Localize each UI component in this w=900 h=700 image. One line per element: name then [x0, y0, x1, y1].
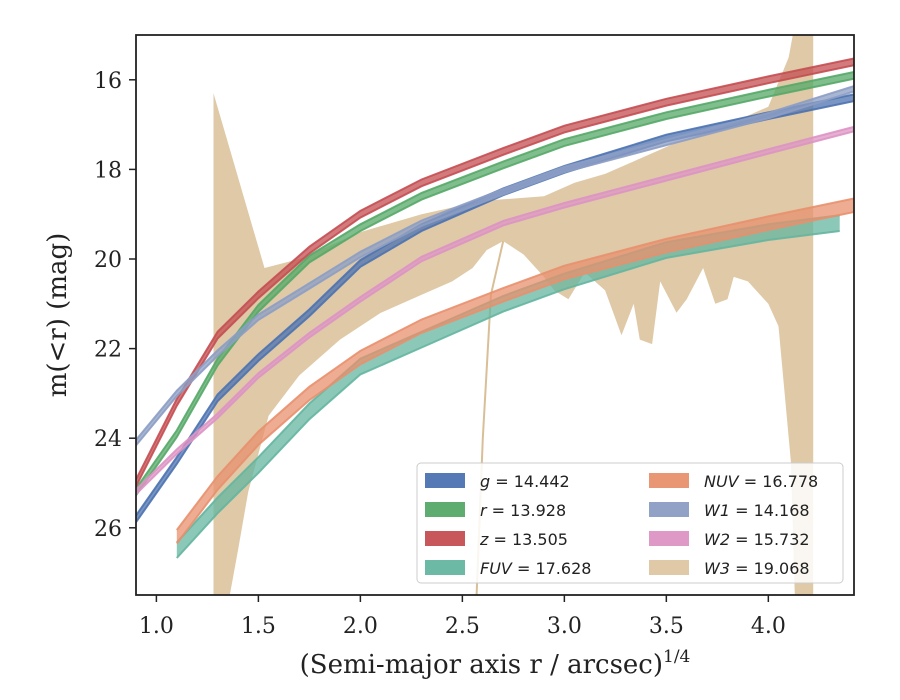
- legend-label-fuv: FUV = 17.628: [480, 559, 591, 578]
- series-line-lower-w2: [136, 130, 854, 495]
- y-tick-label: 26: [94, 517, 122, 542]
- series-line-lower-nuv: [176, 211, 854, 545]
- legend-swatch-w2: [649, 531, 689, 546]
- x-tick-label: 3.5: [649, 614, 684, 639]
- series-line-upper-z: [136, 57, 854, 481]
- series-layer: [136, 57, 854, 559]
- x-tick-label: 4.0: [751, 614, 786, 639]
- y-tick-label: 24: [94, 427, 122, 452]
- series-line-upper-r: [136, 71, 854, 490]
- x-axis-ticks: 1.0 1.5 2.0 2.5 3.0 3.5 4.0: [139, 595, 786, 639]
- legend: g = 14.442 r = 13.928 z = 13.505 FUV = 17.6…: [416, 462, 844, 584]
- series-line-upper-w1: [136, 85, 854, 441]
- legend-swatch-nuv: [649, 473, 689, 488]
- legend-swatch-g: [425, 473, 465, 488]
- w3-band: [213, 35, 814, 595]
- series-line-lower-r: [136, 77, 854, 496]
- series-line-lower-fuv: [176, 230, 840, 559]
- y-axis-ticks: 16 18 20 22 24 26: [94, 69, 136, 542]
- legend-label-r: r = 13.928: [480, 501, 566, 520]
- x-tick-label: 2.5: [445, 614, 480, 639]
- x-axis-label-exponent: 1/4: [663, 647, 690, 667]
- x-tick-label: 3.0: [547, 614, 582, 639]
- y-tick-label: 20: [94, 248, 122, 273]
- legend-label-w3: W3 = 19.068: [704, 559, 810, 578]
- series-line-upper-nuv: [176, 197, 854, 531]
- series-line-lower-w1: [136, 90, 854, 447]
- y-tick-label: 16: [94, 69, 122, 94]
- y-axis-label: m(<r) (mag): [43, 233, 73, 398]
- legend-label-g: g = 14.442: [480, 472, 570, 491]
- series-line-lower-z: [136, 64, 854, 487]
- legend-label-w2: W2 = 15.732: [704, 530, 810, 549]
- series-line-upper-w2: [136, 125, 854, 491]
- y-tick-label: 18: [94, 158, 122, 183]
- y-tick-label: 22: [94, 338, 122, 363]
- x-axis-label: (Semi-major axis r / arcsec)1/4: [300, 647, 691, 680]
- legend-swatch-w1: [649, 502, 689, 517]
- plot-area: [136, 35, 854, 595]
- legend-swatch-z: [425, 531, 465, 546]
- legend-label-w1: W1 = 14.168: [704, 501, 810, 520]
- x-tick-label: 1.5: [241, 614, 276, 639]
- legend-box: [416, 462, 844, 584]
- x-tick-label: 1.0: [139, 614, 174, 639]
- plot-frame: [135, 34, 855, 596]
- legend-swatch-r: [425, 502, 465, 517]
- legend-label-nuv: NUV = 16.778: [704, 472, 818, 491]
- x-tick-label: 2.0: [343, 614, 378, 639]
- legend-swatch-fuv: [425, 560, 465, 575]
- legend-label-z: z = 13.505: [479, 530, 568, 549]
- legend-swatch-w3: [649, 560, 689, 575]
